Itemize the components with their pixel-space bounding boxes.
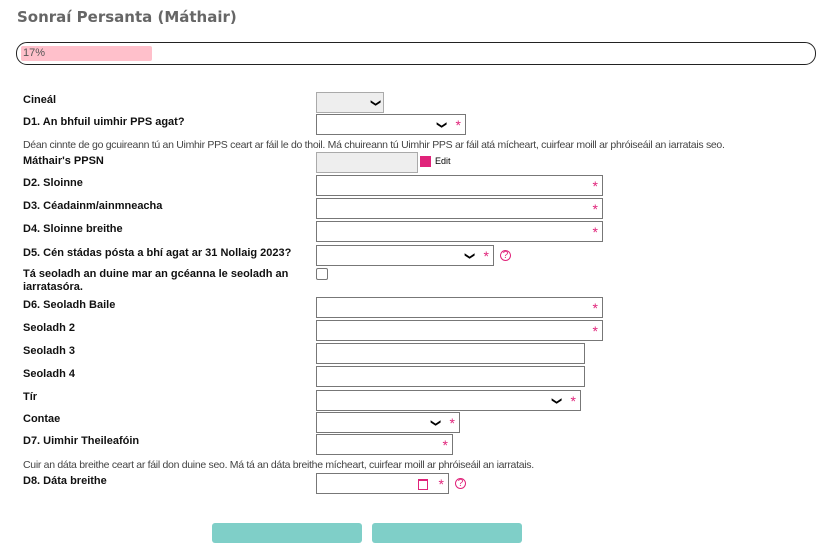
contae-label: Contae — [23, 413, 61, 425]
county-select[interactable]: ❯ * — [316, 412, 460, 433]
required-icon: * — [442, 437, 448, 453]
required-icon: * — [449, 415, 455, 431]
progress-bar: 17% — [16, 42, 816, 65]
address4-input[interactable] — [316, 366, 585, 387]
next-button[interactable] — [372, 523, 522, 543]
address1-input[interactable]: * — [316, 297, 603, 318]
ppsn-input — [316, 152, 418, 173]
address3-input[interactable] — [316, 343, 585, 364]
required-icon: * — [592, 323, 598, 339]
calendar-icon[interactable] — [418, 479, 428, 490]
ppsn-label: Máthair's PPSN — [23, 155, 104, 167]
required-icon: * — [592, 300, 598, 316]
cineal-select[interactable]: ❯ — [316, 92, 384, 113]
d3-label: D3. Céadainm/ainmneacha — [23, 200, 163, 212]
tir-label: Tír — [23, 391, 38, 403]
d6-label: D6. Seoladh Baile — [23, 299, 116, 311]
cineal-label: Cineál — [23, 94, 57, 106]
required-icon: * — [570, 393, 576, 409]
country-select[interactable]: ❯ * — [316, 390, 581, 411]
d7-label: D7. Uimhir Theileafóin — [23, 435, 140, 447]
d5-label: D5. Cén stádas pósta a bhí agat ar 31 No… — [23, 247, 292, 259]
dob-input[interactable]: * — [316, 473, 449, 494]
edit-link[interactable]: Edit — [435, 156, 451, 166]
addr4-label: Seoladh 4 — [23, 368, 75, 380]
addr3-label: Seoladh 3 — [23, 345, 75, 357]
d4-label: D4. Sloinne breithe — [23, 223, 123, 235]
chevron-down-icon: ❯ — [435, 120, 447, 130]
progress-fill: 17% — [21, 46, 152, 61]
pps-hint: Déan cinnte de go gcuireann tú an Uimhir… — [23, 139, 725, 151]
dob-hint: Cuir an dáta breithe ceart ar fáil don d… — [23, 459, 534, 471]
phone-input[interactable]: * — [316, 434, 453, 455]
help-icon[interactable]: ? — [500, 250, 511, 261]
required-icon: * — [483, 248, 489, 264]
same-address-checkbox[interactable] — [316, 268, 328, 280]
chevron-down-icon: ❯ — [429, 418, 441, 428]
page-title: Sonraí Persanta (Máthair) — [17, 8, 237, 26]
same-address-label: Tá seoladh an duine mar an gcéanna le se… — [23, 268, 289, 293]
required-icon: * — [455, 117, 461, 133]
d2-label: D2. Sloinne — [23, 177, 83, 189]
chevron-down-icon: ❯ — [463, 251, 475, 261]
pps-select[interactable]: ❯ * — [316, 114, 466, 135]
surname-input[interactable]: * — [316, 175, 603, 196]
required-icon: * — [592, 224, 598, 240]
chevron-down-icon: ❯ — [369, 98, 381, 108]
required-icon: * — [592, 178, 598, 194]
birth-surname-input[interactable]: * — [316, 221, 603, 242]
marital-status-select[interactable]: ❯ * — [316, 245, 494, 266]
d1-label: D1. An bhfuil uimhir PPS agat? — [23, 116, 185, 128]
chevron-down-icon: ❯ — [550, 396, 562, 406]
back-button[interactable] — [212, 523, 362, 543]
d8-label: D8. Dáta breithe — [23, 475, 107, 487]
required-icon: * — [438, 476, 444, 492]
required-icon: * — [592, 201, 598, 217]
help-icon[interactable]: ? — [455, 478, 466, 489]
address2-input[interactable]: * — [316, 320, 603, 341]
edit-icon[interactable] — [420, 156, 431, 167]
addr2-label: Seoladh 2 — [23, 322, 75, 334]
first-name-input[interactable]: * — [316, 198, 603, 219]
